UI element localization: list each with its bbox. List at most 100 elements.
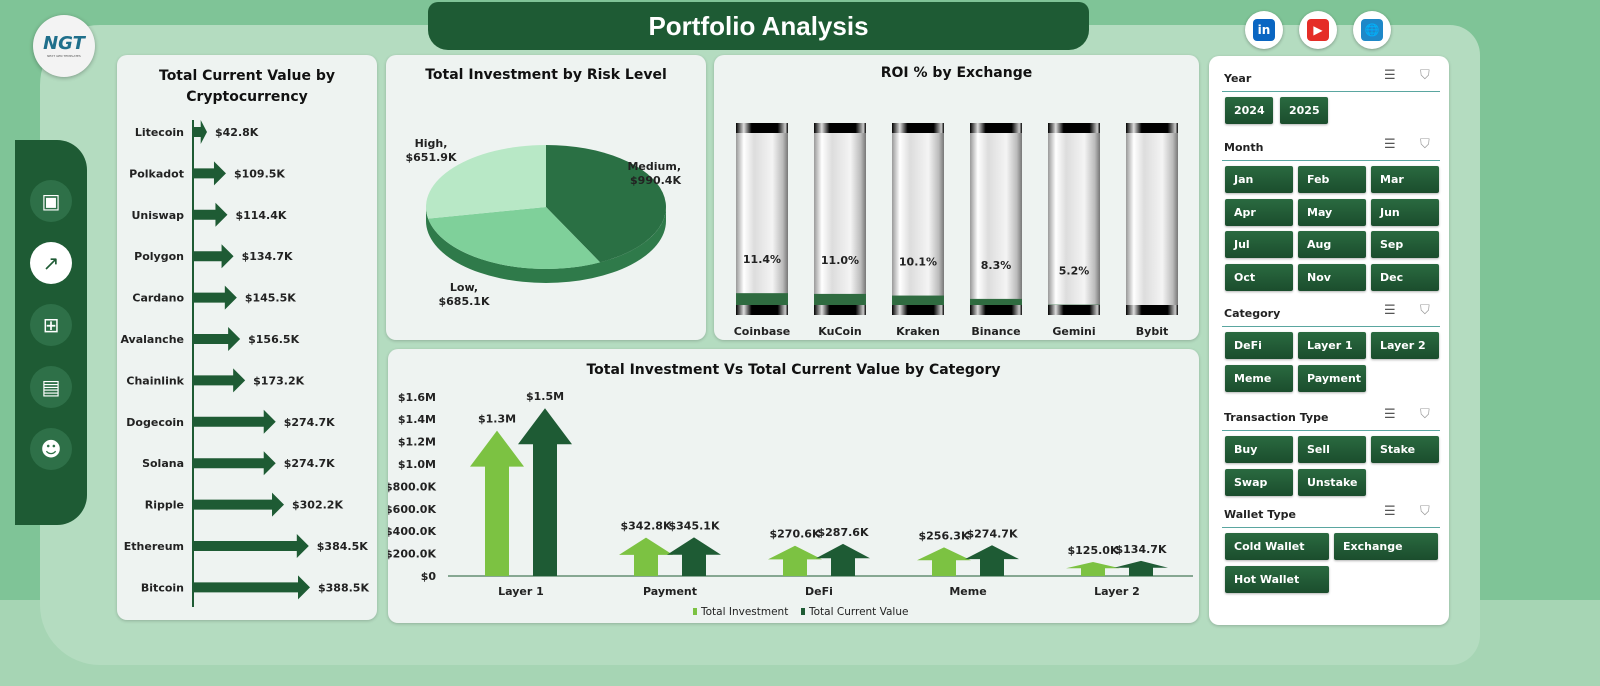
bar-arrow-investment: [1066, 562, 1120, 576]
pie-slice: [428, 207, 601, 269]
data-label: 8.3%: [981, 259, 1012, 272]
slicer-button-month[interactable]: Jun: [1371, 198, 1439, 226]
data-label: $287.6K: [818, 526, 869, 539]
cylinder-top-cap: [814, 123, 866, 133]
nav-button[interactable]: ▤: [30, 366, 72, 408]
slicer-button-month[interactable]: Jul: [1225, 231, 1293, 258]
slicer-button-month[interactable]: Apr: [1225, 198, 1293, 226]
hierarchy-icon: ⊞: [42, 313, 60, 337]
label-line: Low,: [450, 281, 478, 294]
multi-select-icon[interactable]: ☰: [1384, 68, 1410, 83]
line-chart-icon: ↗: [42, 251, 60, 275]
cylinder-bottom-cap: [892, 305, 944, 315]
pie-side: [426, 207, 666, 283]
slicer-button-wallet[interactable]: Exchange Wallet: [1334, 533, 1438, 580]
slicer-button-transaction[interactable]: Buy: [1225, 436, 1293, 463]
category-label: Payment: [643, 585, 697, 598]
category-label: Litecoin: [135, 126, 184, 139]
multi-select-icon[interactable]: ☰: [1384, 504, 1410, 519]
page-title: Portfolio Analysis: [428, 2, 1089, 50]
slicer-button-transaction[interactable]: Swap: [1225, 468, 1293, 496]
bar-arrow-current: [518, 408, 572, 576]
nav-button[interactable]: ▣: [30, 180, 72, 222]
y-tick-label: $1.0M: [398, 458, 436, 471]
slicer-button-month[interactable]: Dec: [1371, 263, 1439, 291]
y-tick-label: $1.6M: [398, 391, 436, 404]
nav-button[interactable]: ☻: [30, 428, 72, 470]
category-label: Layer 2: [1094, 585, 1140, 598]
bar-arrow: [193, 534, 309, 558]
cylinder-bottom-cap: [970, 305, 1022, 315]
data-label: $109.5K: [234, 167, 285, 180]
cylinder-bottom-cap: [736, 305, 788, 315]
multi-select-icon[interactable]: ☰: [1384, 407, 1410, 422]
cylinder: [736, 123, 788, 315]
slicer-title-transaction: Transaction Type: [1224, 411, 1329, 424]
data-label: $173.2K: [253, 374, 304, 387]
category-label: Uniswap: [131, 209, 184, 222]
nav-button[interactable]: ↗: [30, 242, 72, 284]
multi-select-icon[interactable]: ☰: [1384, 137, 1410, 152]
bar-arrow-investment: [917, 547, 971, 576]
slicer-button-month[interactable]: May: [1298, 198, 1366, 226]
slicer-button-category[interactable]: DeFi: [1225, 332, 1293, 359]
slicer-button-transaction[interactable]: Unstake: [1298, 468, 1366, 496]
label-line: High,: [415, 137, 448, 150]
category-label: Ripple: [145, 499, 184, 512]
clear-filter-icon[interactable]: ⛉: [1420, 407, 1444, 422]
data-label: $156.5K: [248, 333, 299, 346]
legend-label: Total Investment: [700, 606, 788, 618]
roi-fill: [892, 295, 944, 305]
category-label: Dogecoin: [126, 416, 184, 429]
data-label: $274.7K: [967, 527, 1018, 540]
category-label: Coinbase: [734, 325, 791, 338]
clear-filter-icon[interactable]: ⛉: [1420, 68, 1444, 83]
multi-select-icon[interactable]: ☰: [1384, 303, 1410, 318]
cylinder-top-cap: [892, 123, 944, 133]
social-button[interactable]: ▶: [1299, 11, 1337, 49]
clear-filter-icon[interactable]: ⛉: [1420, 504, 1444, 519]
pie-slice: [546, 145, 666, 263]
slicer-button-wallet[interactable]: Hot Wallet: [1225, 565, 1329, 593]
slicer-button-wallet[interactable]: Cold Wallet: [1225, 533, 1329, 560]
nav-button[interactable]: ⊞: [30, 304, 72, 346]
chart-title: ROI % by Exchange: [880, 65, 1033, 81]
slicer-button-month[interactable]: Sep: [1371, 231, 1439, 258]
category-chart: $0 $200.0K $400.0K $600.0K $800.0K $1.0M $1.2M…: [388, 390, 1193, 618]
bar-arrow-investment: [470, 430, 524, 576]
data-label: $274.7K: [284, 457, 335, 470]
y-tick-label: $200.0K: [388, 548, 436, 561]
slicer-button-month[interactable]: Jan: [1225, 166, 1293, 193]
y-tick-label: $1.2M: [398, 436, 436, 449]
logo: NGT NEXT GEN TEMPLATES: [33, 15, 95, 77]
roi-fill: [814, 293, 866, 305]
category-label: KuCoin: [818, 325, 861, 338]
slicer-button-month[interactable]: Feb: [1298, 166, 1366, 193]
social-button[interactable]: in: [1245, 11, 1283, 49]
data-label: 11.4%: [743, 253, 781, 266]
slicer-divider: [1222, 430, 1440, 431]
slicer-button-category[interactable]: Payment: [1298, 364, 1366, 392]
bar-arrow: [193, 120, 207, 144]
data-label: $342.8K: [621, 520, 672, 533]
data-label: $388.5K: [318, 581, 369, 594]
slicer-button-month[interactable]: Oct: [1225, 263, 1293, 291]
slicer-button-month[interactable]: Mar: [1371, 166, 1439, 193]
pie-slice: [426, 145, 546, 219]
slicer-button-transaction[interactable]: Sell: [1298, 436, 1366, 463]
crypto-value-panel: Total Current Value by Cryptocurrency: [117, 55, 377, 620]
bar-arrow: [193, 327, 241, 351]
slicer-button-year[interactable]: 2025: [1280, 97, 1328, 124]
slicer-button-category[interactable]: Layer 1: [1298, 332, 1366, 359]
slicer-button-year[interactable]: 2024: [1225, 97, 1273, 124]
bar-arrow-investment: [768, 545, 822, 576]
slicer-button-month[interactable]: Aug: [1298, 231, 1366, 258]
slicer-button-category[interactable]: Meme: [1225, 364, 1293, 392]
slicer-button-category[interactable]: Layer 2: [1371, 332, 1439, 359]
social-button[interactable]: 🌐: [1353, 11, 1391, 49]
clear-filter-icon[interactable]: ⛉: [1420, 137, 1444, 152]
slicer-button-month[interactable]: Nov: [1298, 263, 1366, 291]
data-label: $145.5K: [245, 292, 296, 305]
clear-filter-icon[interactable]: ⛉: [1420, 303, 1444, 318]
slicer-button-transaction[interactable]: Stake: [1371, 436, 1439, 463]
